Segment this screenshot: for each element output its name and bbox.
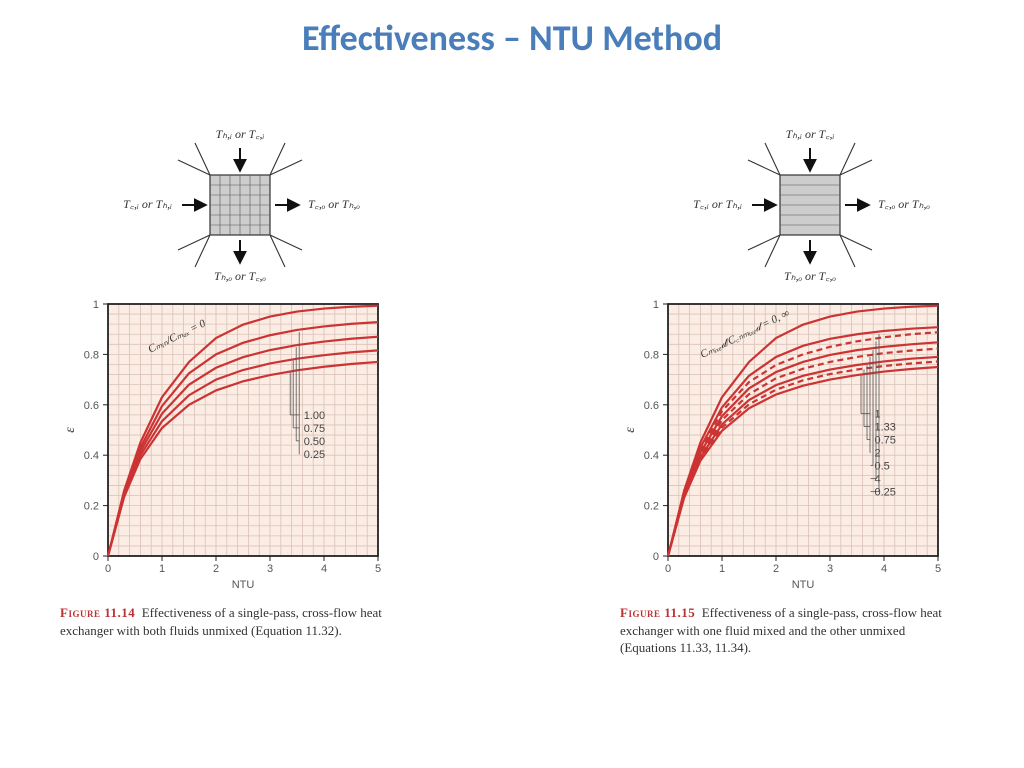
svg-text:1: 1 [159,563,165,575]
svg-text:3: 3 [267,563,273,575]
svg-text:1.33: 1.33 [875,422,896,434]
svg-text:0: 0 [653,551,659,563]
schem-bottom-label: Tₕ,ₒ or T꜀,ₒ [214,269,266,283]
schematic-left: Tₕ,ᵢ or T꜀,ᵢ Tₕ,ₒ or T꜀,ₒ T꜀,ᵢ or Tₕ,ᵢ T… [60,120,420,290]
svg-text:5: 5 [375,563,381,575]
svg-text:2: 2 [773,563,779,575]
svg-text:NTU: NTU [232,579,255,591]
svg-text:3: 3 [827,563,833,575]
chart-left: 01234500.20.40.60.81NTUεCₘᵢₙ/Cₘₐₓ = 01.0… [60,294,390,594]
svg-text:4: 4 [881,563,887,575]
chart-right: 01234500.20.40.60.81NTUεCₘᵢₓₑ𝒹/C꜀ₙₘᵢₓₑ𝒹 … [620,294,950,594]
svg-text:0.4: 0.4 [644,450,659,462]
svg-text:1: 1 [875,409,881,421]
svg-text:1: 1 [719,563,725,575]
fig-number: Figure 11.15 [620,605,695,620]
svg-text:1: 1 [93,299,99,311]
svg-text:0.50: 0.50 [304,436,325,448]
svg-text:0: 0 [665,563,671,575]
caption-left: Figure 11.14 Effectiveness of a single-p… [60,604,390,639]
svg-text:ε: ε [623,427,638,433]
svg-text:0.25: 0.25 [304,449,325,461]
left-panel: Tₕ,ᵢ or T꜀,ᵢ Tₕ,ₒ or T꜀,ₒ T꜀,ᵢ or Tₕ,ᵢ T… [60,120,420,639]
schem-top-label: Tₕ,ᵢ or T꜀,ᵢ [786,127,835,141]
svg-text:0.75: 0.75 [875,435,896,447]
svg-text:0.8: 0.8 [84,349,99,361]
svg-text:0.4: 0.4 [84,450,99,462]
svg-text:0.8: 0.8 [644,349,659,361]
svg-text:0.75: 0.75 [304,423,325,435]
svg-text:0.25: 0.25 [875,487,896,499]
svg-text:ε: ε [63,427,78,433]
schem-right-label: T꜀,ₒ or Tₕ,ₒ [878,197,930,211]
schem-left-label: T꜀,ᵢ or Tₕ,ᵢ [123,197,172,211]
svg-text:5: 5 [935,563,941,575]
page-title: Effectiveness – NTU Method [0,16,1024,60]
svg-text:0.2: 0.2 [644,501,659,513]
svg-text:0.2: 0.2 [84,501,99,513]
svg-text:4: 4 [321,563,327,575]
schem-left-label: T꜀,ᵢ or Tₕ,ᵢ [693,197,742,211]
svg-text:0: 0 [105,563,111,575]
schem-top-label: Tₕ,ᵢ or T꜀,ᵢ [216,127,265,141]
caption-right: Figure 11.15 Effectiveness of a single-p… [620,604,950,657]
svg-text:1: 1 [653,299,659,311]
svg-text:NTU: NTU [792,579,815,591]
svg-text:2: 2 [213,563,219,575]
schem-bottom-label: Tₕ,ₒ or T꜀,ₒ [784,269,836,283]
svg-text:0: 0 [93,551,99,563]
svg-text:0.5: 0.5 [875,461,890,473]
svg-text:0.6: 0.6 [644,400,659,412]
svg-text:4: 4 [875,474,881,486]
fig-number: Figure 11.14 [60,605,135,620]
svg-text:1.00: 1.00 [304,410,325,422]
right-panel: Tₕ,ᵢ or T꜀,ᵢ Tₕ,ₒ or T꜀,ₒ T꜀,ᵢ or Tₕ,ᵢ T… [620,120,1000,657]
svg-text:2: 2 [875,448,881,460]
schem-right-label: T꜀,ₒ or Tₕ,ₒ [308,197,360,211]
schematic-right: Tₕ,ᵢ or T꜀,ᵢ Tₕ,ₒ or T꜀,ₒ T꜀,ᵢ or Tₕ,ᵢ T… [620,120,1000,290]
svg-text:0.6: 0.6 [84,400,99,412]
